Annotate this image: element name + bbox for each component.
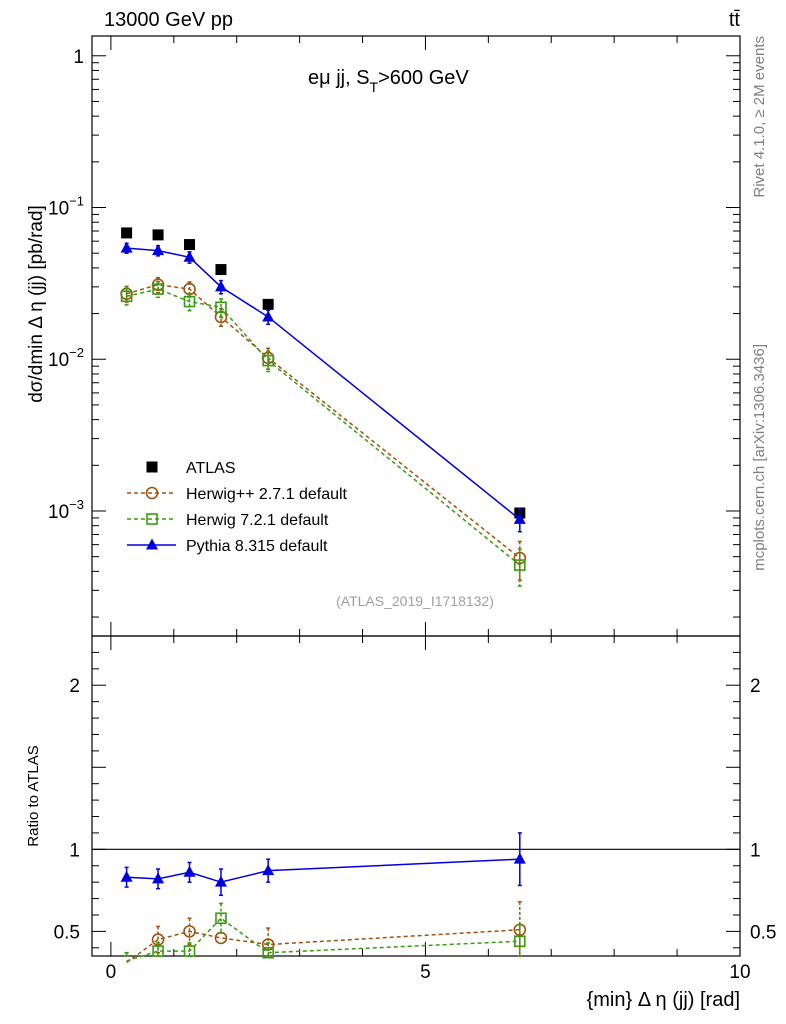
data-point [262, 864, 275, 876]
legend: ATLAS Herwig++ 2.7.1 default Herwig 7.2.1 … [127, 460, 348, 555]
y-tick-label-exponent: −2 [69, 345, 84, 360]
data-point [152, 229, 164, 241]
ratio-series-group [120, 832, 527, 964]
y-tick-label: 10−3 [48, 497, 84, 523]
data-point [120, 241, 133, 253]
y-tick-label: 1 [73, 47, 84, 68]
data-point [214, 280, 227, 292]
panel-title-main: eμ jj, S [308, 67, 370, 89]
panel-title: eμ jj, ST>600 GeV [308, 67, 469, 95]
legend-label: Pythia 8.315 default [186, 538, 328, 555]
y-tick-label-base: 10 [48, 502, 69, 523]
y-tick-label: 10−1 [48, 194, 84, 220]
y-tick-label-right: 0.5 [750, 922, 776, 943]
legend-item: Herwig 7.2.1 default [127, 512, 329, 529]
legend-marker [146, 461, 158, 473]
series-herwig-7-2-1-default [124, 902, 526, 962]
data-point [152, 283, 164, 295]
data-point [262, 298, 274, 310]
y-tick-label-base: 10 [48, 199, 69, 220]
main-y-tick-labels: 110−110−210−3 [48, 47, 84, 523]
y-tick-label: 1 [69, 840, 80, 861]
legend-label: Herwig 7.2.1 default [186, 512, 329, 529]
y-tick-label-base: 1 [73, 47, 84, 68]
series-herwig-7-2-1-default [120, 281, 526, 587]
data-point [513, 852, 526, 864]
main-series-group [120, 227, 527, 587]
ratio-axis-ticks [92, 636, 741, 956]
data-point [183, 945, 196, 957]
data-point [120, 290, 133, 303]
x-axis-label: {min} Δ η (jj) [rad] [587, 989, 740, 1011]
data-point [513, 512, 526, 524]
y-tick-label-right: 2 [750, 676, 761, 697]
panel-title-sub: T [370, 79, 379, 95]
analysis-id-label: (ATLAS_2019_I1718132) [336, 593, 494, 609]
legend-marker [146, 538, 158, 550]
data-point [513, 551, 527, 565]
y-tick-label: 0.5 [54, 922, 80, 943]
legend-item: Herwig++ 2.7.1 default [127, 486, 348, 503]
series-pythia-8-315-default [120, 832, 526, 897]
series-pythia-8-315-default [120, 241, 526, 533]
data-point [183, 865, 196, 877]
data-point [215, 264, 227, 276]
ratio-plot-panel: 0.5 0.5 1 1 2 2 0 5 10 Ratio to ATLAS {min} Δ η… [25, 635, 777, 1011]
data-point [262, 946, 274, 959]
series-line [126, 858, 520, 883]
main-y-axis-label: dσ/dmin Δ η (jj) [pb/rad] [26, 205, 47, 403]
mcplots-label: mcplots.cern.ch [arXiv:1306.3436] [751, 344, 768, 571]
data-point [514, 935, 526, 948]
x-tick-label: 5 [420, 962, 431, 983]
ratio-plot-frame [91, 635, 741, 957]
x-tick-label: 0 [106, 962, 117, 983]
legend-item: ATLAS [146, 460, 236, 477]
legend-marker [146, 513, 158, 525]
y-tick-label: 2 [69, 676, 80, 697]
legend-label: ATLAS [186, 460, 236, 477]
legend-label: Herwig++ 2.7.1 default [186, 486, 348, 503]
y-tick-label: 10−2 [48, 345, 84, 371]
data-point [184, 239, 196, 251]
series-herwig-2-7-1-default [120, 276, 527, 581]
data-point [214, 875, 227, 887]
y-tick-label-right: 1 [750, 840, 761, 861]
legend-marker [145, 486, 159, 500]
data-point [514, 559, 526, 571]
data-point [262, 310, 275, 322]
panel-title-rest: >600 GeV [378, 67, 469, 89]
y-tick-label-exponent: −3 [69, 497, 84, 512]
data-point [262, 354, 274, 367]
data-point [152, 872, 165, 884]
main-plot-panel: 110−110−210−3 dσ/dmin Δ η (jj) [pb/rad] … [26, 35, 741, 637]
data-point [152, 244, 165, 256]
rivet-label: Rivet 4.1.0, ≥ 2M events [751, 36, 768, 198]
data-point [152, 945, 164, 957]
series-line [126, 283, 521, 559]
data-point [120, 870, 133, 882]
y-tick-label-base: 10 [48, 350, 69, 371]
process-label: tt̄ [729, 9, 741, 31]
ratio-x-tick-labels: 0 5 10 [106, 962, 751, 983]
data-point [121, 227, 133, 239]
data-point [183, 925, 196, 938]
ratio-y-tick-labels: 0.5 0.5 1 1 2 2 [54, 676, 777, 943]
energy-label: 13000 GeV pp [104, 9, 233, 31]
data-point [215, 301, 227, 314]
series-line [126, 247, 521, 520]
legend-item: Pythia 8.315 default [127, 538, 328, 555]
main-axis-ticks [92, 36, 741, 636]
y-tick-label-exponent: −1 [69, 194, 84, 209]
ratio-y-axis-label: Ratio to ATLAS [25, 745, 42, 846]
x-tick-label: 10 [729, 962, 750, 983]
data-point [183, 295, 196, 308]
series-line [126, 917, 520, 962]
data-point [183, 250, 196, 262]
data-point [215, 912, 227, 925]
